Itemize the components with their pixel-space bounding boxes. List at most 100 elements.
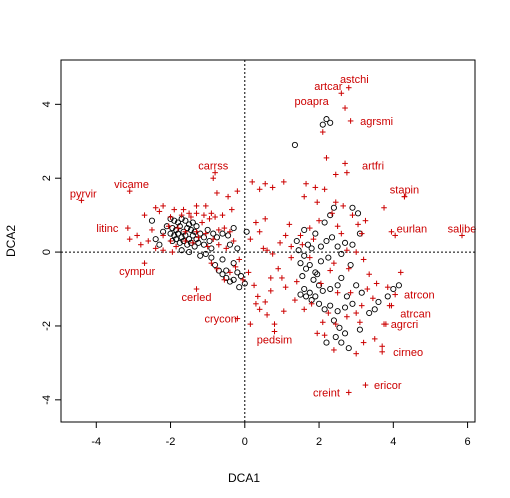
species-point bbox=[214, 190, 220, 196]
site-point bbox=[200, 234, 208, 241]
species-label-pyrvir: pyrvir bbox=[70, 188, 97, 200]
site-point bbox=[338, 339, 345, 346]
species-point bbox=[293, 278, 300, 285]
site-point bbox=[299, 273, 306, 280]
site-point bbox=[327, 285, 334, 293]
species-point-pyrvir bbox=[78, 197, 85, 204]
site-point bbox=[178, 247, 185, 254]
species-point bbox=[262, 216, 269, 222]
y-tick-label: 0 bbox=[41, 249, 53, 255]
species-point bbox=[138, 241, 144, 248]
site-point bbox=[317, 243, 324, 250]
species-point bbox=[206, 216, 213, 222]
site-point bbox=[303, 265, 310, 272]
species-label-agrcri: agrcri bbox=[391, 319, 419, 331]
species-point bbox=[318, 280, 324, 287]
species-point bbox=[256, 228, 263, 235]
site-point bbox=[291, 141, 298, 149]
x-tick-label: 0 bbox=[242, 436, 248, 448]
species-point bbox=[230, 238, 237, 244]
species-point-stapin bbox=[401, 193, 408, 200]
site-point bbox=[349, 204, 356, 211]
site-point bbox=[206, 237, 213, 245]
site-point bbox=[176, 239, 183, 246]
species-point bbox=[264, 312, 270, 318]
site-point bbox=[314, 271, 321, 278]
species-point bbox=[216, 227, 222, 233]
species-point bbox=[358, 230, 365, 237]
site-point bbox=[213, 234, 220, 241]
reference-lines bbox=[61, 60, 475, 422]
site-point bbox=[197, 252, 204, 259]
site-point bbox=[341, 304, 349, 311]
site-point bbox=[174, 219, 182, 226]
species-point bbox=[362, 217, 369, 224]
site-point bbox=[312, 269, 319, 276]
site-point bbox=[327, 302, 334, 309]
species-point bbox=[165, 223, 172, 230]
species-point bbox=[210, 236, 217, 242]
species-point-artcar bbox=[338, 90, 345, 97]
species-point-eurlan bbox=[392, 232, 398, 239]
species-point-litinc bbox=[125, 225, 131, 231]
site-point bbox=[212, 261, 219, 269]
species-point bbox=[371, 336, 378, 342]
site-point bbox=[173, 236, 180, 243]
species-point bbox=[186, 210, 192, 217]
species-point bbox=[262, 299, 269, 305]
site-point bbox=[186, 221, 193, 228]
site-point bbox=[375, 298, 382, 305]
species-point bbox=[332, 199, 339, 206]
site-point bbox=[338, 250, 345, 257]
species-point bbox=[240, 276, 246, 283]
site-point bbox=[353, 282, 360, 289]
species-point bbox=[269, 184, 276, 191]
species-point bbox=[280, 179, 287, 185]
species-point bbox=[288, 243, 295, 250]
species-point bbox=[314, 199, 320, 206]
site-point bbox=[312, 293, 319, 300]
site-point bbox=[236, 284, 243, 291]
site-point bbox=[395, 282, 402, 289]
species-point bbox=[264, 247, 270, 254]
species-point bbox=[212, 214, 218, 220]
species-point bbox=[203, 203, 209, 209]
species-point bbox=[373, 280, 380, 287]
species-point-poapra bbox=[342, 105, 348, 111]
site-point bbox=[178, 234, 185, 241]
species-point bbox=[227, 269, 233, 276]
species-point bbox=[303, 180, 309, 187]
species-point bbox=[388, 228, 395, 235]
species-point bbox=[152, 245, 159, 252]
site-point bbox=[358, 289, 365, 296]
site-point bbox=[303, 293, 310, 300]
site-point bbox=[341, 239, 349, 246]
site-point bbox=[219, 256, 226, 263]
species-label-carrss: carrss bbox=[198, 161, 228, 173]
species-point bbox=[301, 306, 308, 313]
site-point bbox=[338, 274, 345, 281]
species-point bbox=[286, 221, 293, 228]
species-point-atrcon bbox=[392, 291, 398, 298]
species-point bbox=[193, 228, 200, 235]
species-point bbox=[271, 321, 278, 327]
site-point bbox=[341, 330, 349, 337]
site-point bbox=[301, 252, 308, 259]
species-point bbox=[180, 206, 187, 213]
site-point bbox=[384, 293, 391, 300]
site-point bbox=[182, 217, 189, 224]
species-point bbox=[126, 236, 133, 242]
species-label-atrcan: atrcan bbox=[400, 309, 431, 321]
site-point bbox=[316, 300, 323, 307]
species-point bbox=[169, 249, 176, 255]
site-point bbox=[323, 339, 330, 346]
site-point bbox=[334, 308, 341, 315]
site-point bbox=[319, 121, 326, 128]
species-point bbox=[357, 319, 363, 326]
site-point bbox=[316, 282, 323, 289]
species-point bbox=[323, 155, 330, 161]
species-point bbox=[319, 129, 326, 135]
species-label-salibe: salibe bbox=[448, 223, 477, 235]
species-label-pedsim: pedsim bbox=[257, 335, 292, 347]
